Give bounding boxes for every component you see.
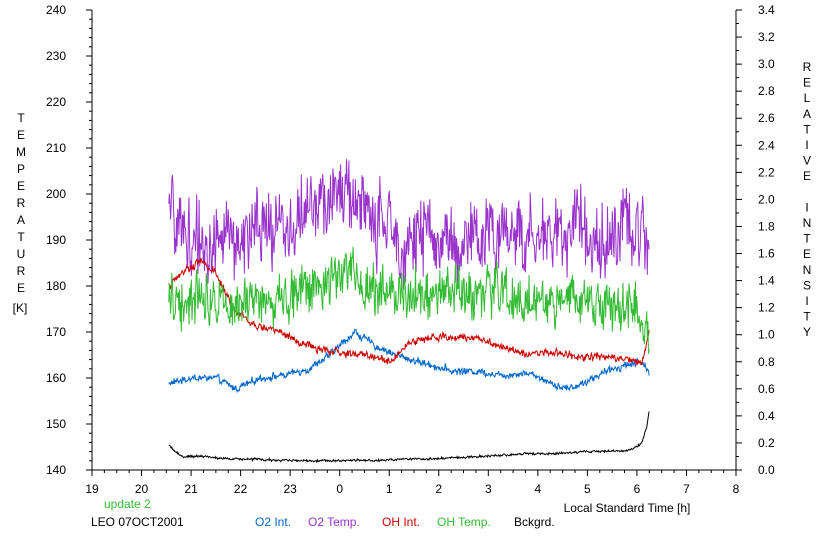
y-left-label-letter: E [17,281,25,295]
station-date-label: LEO 07OCT2001 [91,515,184,529]
y-left-label-letter: R [17,264,26,278]
y-left-tick-label: 230 [46,49,66,63]
y-right-tick-label: 0.8 [758,355,775,369]
x-tick-label: 2 [435,482,442,496]
axes-group: 1401501601701801902002102202302400.00.20… [46,3,775,496]
y-right-tick-label: 1.8 [758,219,775,233]
y-left-tick-label: 170 [46,325,66,339]
y-right-tick-label: 1.0 [758,328,775,342]
y-right-label-letter: I [805,294,808,308]
legend-oh-temp: OH Temp. [437,515,491,529]
y-left-label-letter: U [17,247,26,261]
y-right-label-letter: E [803,169,811,183]
y-right-label-letter: V [803,154,811,168]
y-left-tick-label: 180 [46,279,66,293]
y-left-label-letter: A [17,213,25,227]
x-tick-label: 23 [283,482,297,496]
y-left-unit-label: [K] [13,301,28,315]
y-right-tick-label: 0.2 [758,436,775,450]
y-right-label-letter: T [803,232,811,246]
y-right-tick-label: 3.4 [758,3,775,17]
y-right-tick-label: 0.4 [758,409,775,423]
y-left-tick-label: 160 [46,371,66,385]
y-right-tick-label: 0.6 [758,382,775,396]
y-right-label-letter: N [803,216,812,230]
legend-o2-temp: O2 Temp. [308,515,360,529]
x-tick-label: 4 [535,482,542,496]
y-left-label-letter: P [17,162,25,176]
x-tick-label: 6 [634,482,641,496]
x-tick-label: 3 [485,482,492,496]
y-right-tick-label: 2.0 [758,192,775,206]
y-right-label-letter: R [803,60,812,74]
x-tick-label: 19 [85,482,99,496]
y-right-label-letter: L [804,91,811,105]
y-right-tick-label: 0.0 [758,463,775,477]
x-tick-label: 20 [135,482,149,496]
y-right-label-letter: E [803,247,811,261]
y-left-tick-label: 200 [46,187,66,201]
y-left-label-letter: E [17,179,25,193]
legend-o2-int: O2 Int. [255,515,291,529]
y-right-tick-label: 2.6 [758,111,775,125]
x-tick-label: 1 [386,482,393,496]
y-right-label-letter: I [805,200,808,214]
y-left-tick-label: 210 [46,141,66,155]
y-right-tick-label: 3.0 [758,57,775,71]
update-note: update 2 [104,497,151,511]
series-line-o2-int [168,328,650,394]
series-line-oh-int [168,257,650,366]
y-right-tick-label: 1.4 [758,274,775,288]
x-axis-label: Local Standard Time [h] [564,501,691,515]
x-tick-label: 5 [584,482,591,496]
y-left-label-letter: T [17,111,25,125]
x-tick-label: 22 [234,482,248,496]
y-right-label-letter: I [805,138,808,152]
y-left-tick-label: 220 [46,95,66,109]
y-right-label-letter: T [803,122,811,136]
y-right-tick-label: 2.8 [758,84,775,98]
legend-bckgrd: Bckgrd. [514,515,555,529]
series-line-oh-temp [168,246,650,354]
series-group [168,159,650,464]
y-left-label-letter: T [17,230,25,244]
y-left-tick-label: 190 [46,233,66,247]
y-right-label-letter: N [803,263,812,277]
y-right-label-letter: E [803,76,811,90]
x-tick-label: 7 [683,482,690,496]
y-right-tick-label: 3.2 [758,30,775,44]
y-left-tick-label: 240 [46,3,66,17]
y-right-label-letter: Y [803,325,811,339]
x-tick-label: 21 [184,482,198,496]
y-left-label-letter: M [16,145,26,159]
series-line-o2-temp [168,159,650,290]
legend-oh-int: OH Int. [382,515,420,529]
y-right-tick-label: 1.6 [758,247,775,261]
y-right-tick-label: 2.2 [758,165,775,179]
series-line-bckgrd [168,411,650,464]
y-right-tick-label: 1.2 [758,301,775,315]
y-left-label-letter: R [17,196,26,210]
y-right-label-letter: T [803,310,811,324]
x-tick-label: 8 [733,482,740,496]
y-right-label-letter: A [803,107,811,121]
x-tick-label: 0 [336,482,343,496]
legend-group: O2 Int. O2 Temp. OH Int. OH Temp. Bckgrd. [255,515,555,529]
y-left-label-letter: E [17,128,25,142]
y-left-tick-label: 140 [46,463,66,477]
y-left-tick-label: 150 [46,417,66,431]
y-right-tick-label: 2.4 [758,138,775,152]
y-right-label-letter: S [803,278,811,292]
axis-labels-group: Local Standard Time [h]TEMPERATURE[K]REL… [13,60,812,515]
